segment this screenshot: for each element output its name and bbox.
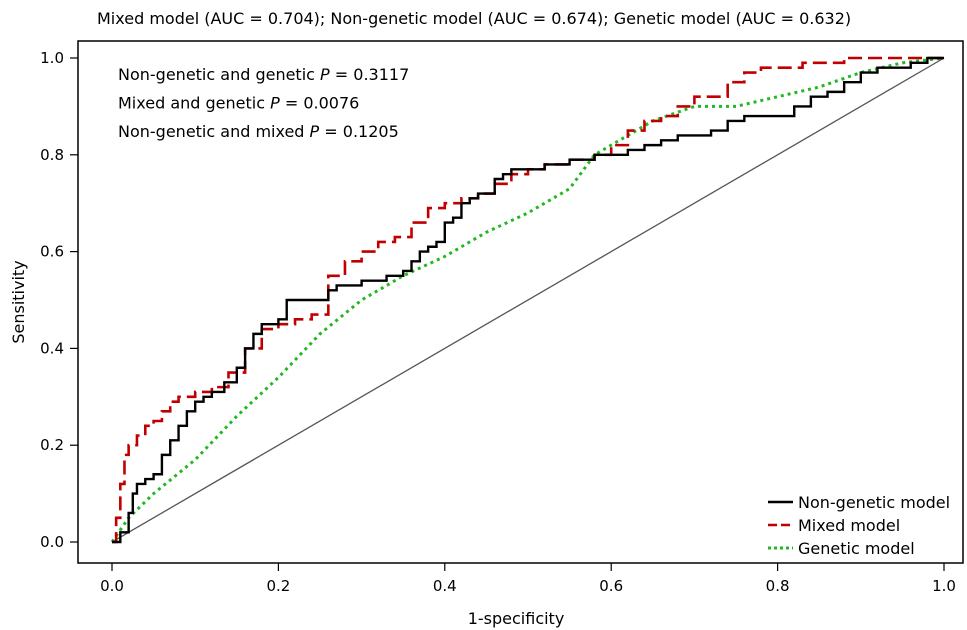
y-tick-label: 0.4: [40, 339, 64, 357]
x-axis-label: 1-specificity: [468, 609, 565, 628]
legend-label: Non-genetic model: [798, 493, 950, 512]
annotation-line: Mixed and genetic P = 0.0076: [118, 94, 359, 113]
y-tick-label: 0.8: [40, 146, 64, 164]
x-tick-label: 0.0: [100, 577, 124, 595]
annotation-value: = 0.3117: [330, 65, 410, 84]
annotation-prefix: Non-genetic and genetic: [118, 65, 320, 84]
legend-label: Genetic model: [798, 539, 915, 558]
annotation-p-symbol: P: [270, 94, 280, 113]
annotation-line: Non-genetic and mixed P = 0.1205: [118, 122, 399, 141]
x-tick-label: 0.4: [433, 577, 457, 595]
x-tick-label: 0.8: [766, 577, 790, 595]
annotation-p-symbol: P: [320, 65, 330, 84]
annotation-value: = 0.1205: [319, 122, 399, 141]
legend: Non-genetic model Mixed model Genetic mode…: [768, 493, 950, 558]
y-tick-label: 1.0: [40, 49, 64, 67]
series-line-mixed-model: [112, 56, 944, 544]
plot-frame: [77, 40, 964, 564]
annotation-value: = 0.0076: [280, 94, 360, 113]
y-tick-label: 0.2: [40, 436, 64, 454]
y-tick-label: 0.6: [40, 243, 64, 261]
annotation-line: Non-genetic and genetic P = 0.3117: [118, 65, 409, 84]
y-tick-label: 0.0: [40, 533, 64, 551]
x-tick-label: 1.0: [932, 577, 956, 595]
x-tick-label: 0.2: [266, 577, 290, 595]
legend-label: Mixed model: [798, 516, 900, 535]
y-axis-label: Sensitivity: [9, 260, 28, 343]
annotation-prefix: Mixed and genetic: [118, 94, 270, 113]
reference-diagonal-line: [111, 57, 945, 543]
series-line-non-genetic-model: [112, 56, 944, 544]
annotation-p-symbol: P: [310, 122, 320, 141]
x-tick-label: 0.6: [599, 577, 623, 595]
annotation-prefix: Non-genetic and mixed: [118, 122, 310, 141]
chart-title: Mixed model (AUC = 0.704); Non-genetic m…: [97, 9, 851, 28]
p-value-annotations: Non-genetic and genetic P = 0.3117 Mixed …: [118, 65, 409, 141]
